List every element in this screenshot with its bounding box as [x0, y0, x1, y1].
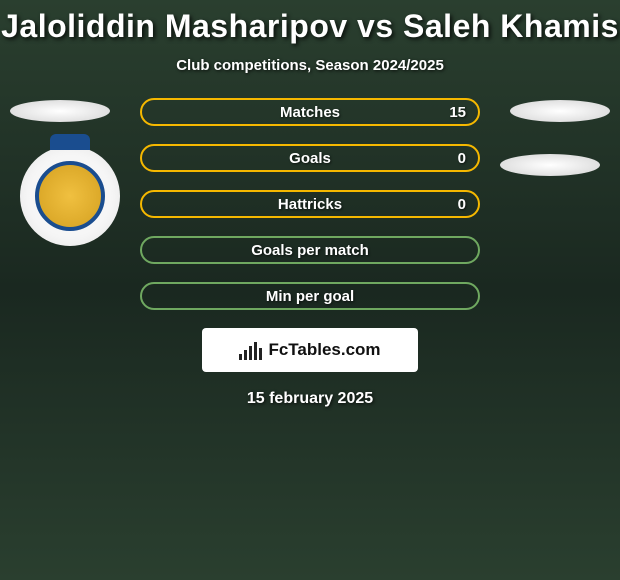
stat-row-hattricks: Hattricks 0 [140, 190, 480, 218]
logo-bars-icon [239, 340, 262, 360]
stat-value: 15 [449, 104, 466, 121]
stat-value: 0 [458, 196, 466, 213]
stat-label: Min per goal [266, 288, 354, 305]
comparison-container: Jaloliddin Masharipov vs Saleh Khamis Cl… [0, 0, 620, 408]
page-title: Jaloliddin Masharipov vs Saleh Khamis [0, 8, 620, 45]
player-left-club-crest [20, 146, 120, 246]
stat-row-matches: Matches 15 [140, 98, 480, 126]
footer-date: 15 february 2025 [0, 390, 620, 408]
stat-row-min-per-goal: Min per goal [140, 282, 480, 310]
player-left-badge-ellipse [10, 100, 110, 122]
footer-logo[interactable]: FcTables.com [202, 328, 418, 372]
stat-row-goals: Goals 0 [140, 144, 480, 172]
stat-value: 0 [458, 150, 466, 167]
content-area: Matches 15 Goals 0 Hattricks 0 Goals per… [0, 98, 620, 408]
stat-rows: Matches 15 Goals 0 Hattricks 0 Goals per… [140, 98, 480, 310]
player-right-badge-ellipse-2 [500, 154, 600, 176]
logo-text: FcTables.com [268, 340, 380, 360]
stat-label: Hattricks [278, 196, 342, 213]
club-crest-icon [20, 146, 120, 246]
stat-label: Goals per match [251, 242, 369, 259]
stat-row-goals-per-match: Goals per match [140, 236, 480, 264]
player-right-badge-ellipse-1 [510, 100, 610, 122]
stat-label: Matches [280, 104, 340, 121]
stat-label: Goals [289, 150, 331, 167]
page-subtitle: Club competitions, Season 2024/2025 [0, 57, 620, 74]
